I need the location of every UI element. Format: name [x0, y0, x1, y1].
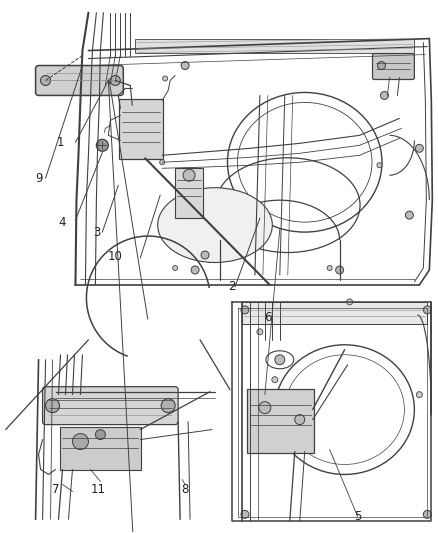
FancyBboxPatch shape	[119, 100, 163, 159]
Circle shape	[110, 76, 120, 85]
Circle shape	[295, 415, 305, 425]
Circle shape	[259, 402, 271, 414]
Circle shape	[424, 511, 431, 518]
Text: 11: 11	[91, 483, 106, 496]
Circle shape	[406, 211, 413, 219]
Circle shape	[241, 306, 249, 314]
Bar	[135, 38, 414, 53]
Circle shape	[41, 76, 50, 85]
Circle shape	[378, 61, 385, 69]
Text: 5: 5	[354, 510, 361, 523]
FancyBboxPatch shape	[60, 426, 141, 471]
Circle shape	[95, 430, 106, 440]
FancyBboxPatch shape	[372, 53, 414, 79]
Text: 10: 10	[108, 249, 123, 263]
Circle shape	[336, 266, 343, 274]
Text: 2: 2	[228, 280, 236, 294]
Circle shape	[415, 144, 424, 152]
Circle shape	[327, 265, 332, 270]
FancyBboxPatch shape	[35, 66, 124, 95]
Circle shape	[161, 399, 175, 413]
Circle shape	[201, 251, 209, 259]
Text: 8: 8	[181, 483, 189, 496]
Ellipse shape	[158, 188, 272, 263]
Circle shape	[183, 169, 195, 181]
Circle shape	[417, 392, 422, 398]
FancyBboxPatch shape	[42, 386, 178, 425]
Circle shape	[241, 511, 249, 518]
Bar	[242, 302, 427, 324]
Text: 6: 6	[264, 311, 272, 325]
Circle shape	[160, 160, 165, 165]
Text: 7: 7	[52, 483, 59, 496]
Circle shape	[346, 299, 353, 305]
Circle shape	[162, 76, 168, 81]
Text: 4: 4	[59, 216, 66, 229]
Circle shape	[173, 265, 178, 270]
Circle shape	[181, 61, 189, 69]
Circle shape	[424, 306, 431, 314]
Circle shape	[191, 266, 199, 274]
Circle shape	[275, 355, 285, 365]
Circle shape	[72, 433, 88, 449]
FancyBboxPatch shape	[247, 389, 314, 453]
Circle shape	[96, 139, 108, 151]
Circle shape	[381, 92, 389, 100]
Text: 1: 1	[57, 136, 64, 149]
Circle shape	[272, 377, 278, 383]
Circle shape	[46, 399, 60, 413]
Circle shape	[257, 329, 263, 335]
Bar	[175, 168, 203, 218]
Circle shape	[377, 163, 382, 168]
Text: 9: 9	[35, 172, 42, 185]
Text: 3: 3	[93, 225, 100, 239]
